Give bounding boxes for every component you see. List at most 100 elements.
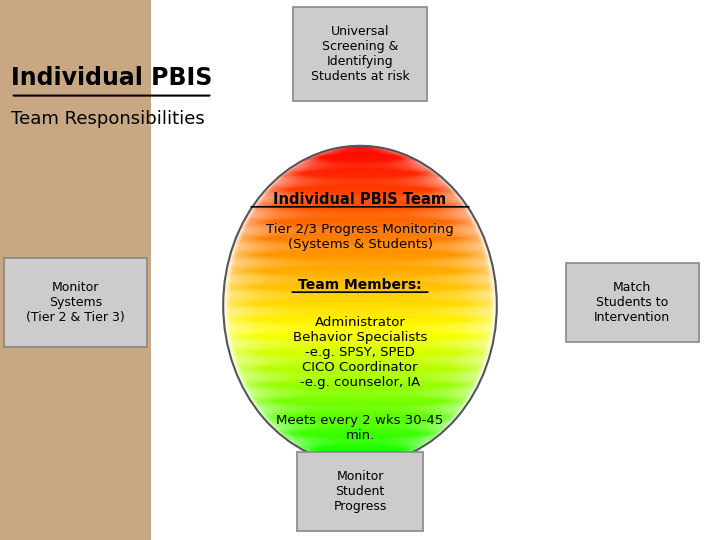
- Ellipse shape: [246, 393, 474, 395]
- Ellipse shape: [278, 177, 442, 179]
- Ellipse shape: [325, 458, 395, 460]
- Ellipse shape: [233, 362, 487, 364]
- Ellipse shape: [258, 410, 462, 412]
- Ellipse shape: [234, 367, 486, 368]
- Ellipse shape: [234, 366, 486, 367]
- Ellipse shape: [228, 260, 492, 262]
- Ellipse shape: [237, 234, 483, 236]
- Ellipse shape: [235, 369, 485, 370]
- Ellipse shape: [256, 201, 464, 203]
- Ellipse shape: [271, 184, 449, 185]
- Ellipse shape: [225, 333, 495, 334]
- Ellipse shape: [224, 290, 496, 292]
- Ellipse shape: [225, 282, 495, 284]
- Ellipse shape: [230, 253, 490, 254]
- Ellipse shape: [274, 180, 446, 182]
- Ellipse shape: [246, 218, 474, 219]
- FancyBboxPatch shape: [294, 7, 426, 100]
- Ellipse shape: [271, 425, 449, 427]
- Ellipse shape: [260, 413, 460, 414]
- Ellipse shape: [246, 217, 474, 218]
- Ellipse shape: [230, 352, 490, 353]
- Ellipse shape: [311, 453, 409, 455]
- Ellipse shape: [223, 309, 497, 310]
- Ellipse shape: [253, 403, 467, 404]
- Ellipse shape: [233, 361, 487, 363]
- Ellipse shape: [231, 251, 489, 252]
- Ellipse shape: [250, 399, 470, 400]
- Ellipse shape: [233, 364, 487, 366]
- Ellipse shape: [256, 200, 464, 202]
- Ellipse shape: [224, 316, 496, 318]
- Ellipse shape: [223, 295, 497, 297]
- Ellipse shape: [224, 288, 496, 289]
- Ellipse shape: [224, 322, 496, 323]
- Ellipse shape: [234, 242, 486, 244]
- Ellipse shape: [223, 294, 497, 296]
- Ellipse shape: [240, 227, 480, 228]
- Ellipse shape: [233, 245, 487, 247]
- Ellipse shape: [225, 274, 495, 275]
- Ellipse shape: [293, 443, 427, 445]
- Ellipse shape: [261, 415, 459, 416]
- Ellipse shape: [313, 454, 407, 456]
- Ellipse shape: [305, 450, 415, 451]
- Ellipse shape: [227, 268, 493, 270]
- Ellipse shape: [230, 257, 490, 259]
- Ellipse shape: [232, 360, 488, 362]
- Ellipse shape: [262, 193, 458, 194]
- Ellipse shape: [226, 273, 494, 274]
- Ellipse shape: [224, 324, 496, 326]
- Ellipse shape: [223, 307, 497, 308]
- Ellipse shape: [225, 328, 495, 330]
- Ellipse shape: [256, 408, 464, 410]
- Ellipse shape: [225, 279, 495, 281]
- Ellipse shape: [232, 248, 488, 250]
- Ellipse shape: [280, 434, 440, 435]
- Ellipse shape: [319, 456, 401, 458]
- Ellipse shape: [231, 358, 489, 360]
- Ellipse shape: [251, 401, 469, 402]
- Ellipse shape: [239, 380, 481, 381]
- Ellipse shape: [223, 310, 497, 312]
- Ellipse shape: [282, 174, 438, 176]
- Ellipse shape: [344, 463, 376, 464]
- Text: Administrator
Behavior Specialists
-e.g. SPSY, SPED
CICO Coordinator
-e.g. couns: Administrator Behavior Specialists -e.g.…: [293, 316, 427, 389]
- Ellipse shape: [230, 254, 490, 255]
- Ellipse shape: [223, 315, 497, 317]
- Ellipse shape: [239, 230, 481, 232]
- Ellipse shape: [261, 194, 459, 195]
- Ellipse shape: [244, 389, 476, 390]
- Ellipse shape: [240, 228, 480, 230]
- Ellipse shape: [258, 197, 462, 199]
- Ellipse shape: [243, 387, 477, 388]
- Ellipse shape: [224, 292, 496, 294]
- Ellipse shape: [280, 175, 440, 177]
- Ellipse shape: [252, 402, 468, 403]
- Ellipse shape: [270, 424, 450, 426]
- Ellipse shape: [290, 167, 430, 169]
- Ellipse shape: [225, 327, 495, 329]
- Ellipse shape: [239, 229, 481, 231]
- Ellipse shape: [269, 186, 451, 187]
- Ellipse shape: [238, 375, 482, 377]
- Ellipse shape: [230, 353, 490, 354]
- Ellipse shape: [223, 308, 497, 309]
- Ellipse shape: [233, 244, 487, 246]
- Ellipse shape: [223, 300, 497, 301]
- Ellipse shape: [292, 442, 428, 444]
- Ellipse shape: [284, 172, 436, 173]
- Ellipse shape: [245, 390, 475, 392]
- Text: Meets every 2 wks 30-45
min.: Meets every 2 wks 30-45 min.: [276, 414, 444, 442]
- Ellipse shape: [253, 404, 467, 406]
- Ellipse shape: [284, 437, 436, 438]
- Ellipse shape: [229, 349, 491, 351]
- FancyBboxPatch shape: [297, 453, 423, 530]
- Ellipse shape: [230, 356, 490, 357]
- Ellipse shape: [274, 428, 446, 430]
- Ellipse shape: [223, 296, 497, 298]
- Ellipse shape: [338, 147, 382, 149]
- Ellipse shape: [306, 158, 414, 159]
- Ellipse shape: [237, 373, 483, 375]
- Ellipse shape: [238, 231, 482, 233]
